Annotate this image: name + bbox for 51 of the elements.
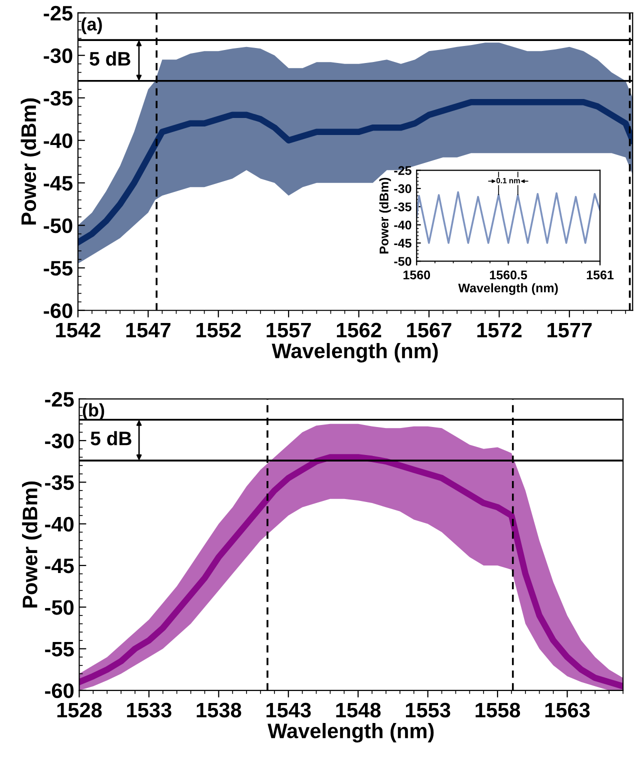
- y-tick-label: -55: [45, 642, 74, 657]
- x-axis-title: Wavelength (nm): [272, 342, 438, 362]
- y-tick-label: -40: [44, 133, 72, 148]
- x-tick-label: 1567: [407, 322, 452, 338]
- y-tick-label: -50: [394, 256, 412, 266]
- y-axis-title: Power (dBm): [379, 178, 391, 254]
- y-tick-label: -55: [44, 261, 73, 276]
- y-tick-label: -30: [394, 184, 412, 194]
- x-axis-title: Wavelength (nm): [268, 723, 434, 743]
- y-tick-label: -60: [44, 303, 72, 318]
- x-tick-label: 1561: [586, 270, 614, 280]
- x-tick-label: 1553: [406, 702, 450, 718]
- x-tick-label: 1538: [196, 702, 242, 718]
- x-tick-label: 1528: [57, 702, 102, 718]
- y-tick-label: -60: [45, 683, 74, 698]
- y-tick-label: -35: [394, 202, 412, 212]
- annotation: (a): [82, 17, 102, 34]
- y-tick-label: -45: [394, 238, 412, 248]
- x-tick-label: 1560.5: [490, 270, 528, 280]
- x-tick-label: 1533: [127, 702, 172, 718]
- y-tick-label: -40: [394, 220, 412, 230]
- x-tick-label: 1562: [336, 322, 382, 338]
- y-axis-title: Power (dBm): [20, 98, 40, 224]
- x-tick-label: 1547: [126, 322, 170, 338]
- y-tick-label: -45: [45, 558, 74, 574]
- x-tick-label: 1552: [196, 322, 241, 338]
- y-tick-label: -25: [44, 6, 73, 21]
- x-tick-label: 1558: [476, 702, 520, 718]
- x-tick-label: 1543: [266, 702, 311, 718]
- x-tick-label: 1572: [477, 322, 522, 338]
- y-axis-title: Power (dBm): [22, 481, 42, 608]
- y-tick-label: -35: [45, 475, 74, 490]
- x-tick-label: 1577: [548, 322, 592, 338]
- x-tick-label: 1563: [545, 702, 590, 718]
- line-series: [416, 191, 600, 244]
- y-tick-label: -25: [45, 392, 74, 407]
- y-tick-label: -45: [44, 176, 73, 191]
- x-axis-title: Wavelength (nm): [458, 283, 558, 295]
- annotation: 5 dB: [90, 51, 130, 66]
- y-tick-label: -50: [45, 600, 74, 615]
- x-tick-label: 1560: [404, 270, 430, 280]
- y-tick-label: -30: [45, 434, 74, 448]
- y-tick-label: -35: [44, 90, 73, 106]
- y-tick-label: -50: [44, 218, 72, 234]
- y-tick-label: -40: [45, 516, 74, 532]
- x-tick-label: 1548: [336, 702, 381, 718]
- annotation: 5 dB: [90, 431, 132, 446]
- x-tick-label: 1542: [56, 322, 100, 338]
- annotation: (b): [82, 403, 104, 420]
- y-tick-label: -30: [44, 48, 72, 64]
- x-tick-label: 1557: [266, 322, 311, 338]
